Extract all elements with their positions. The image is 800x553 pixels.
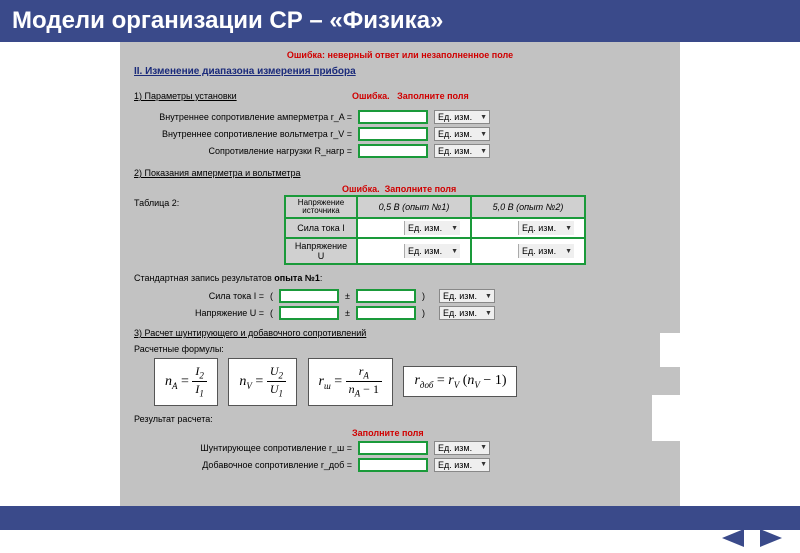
- formula-rsh: rш = rAnA − 1: [308, 358, 393, 406]
- t2-i-1-input[interactable]: [358, 221, 404, 235]
- std-result-label: Стандартная запись результатов опыта №1:: [134, 273, 666, 283]
- subsection-3: 3) Расчет шунтирующего и добавочного соп…: [134, 328, 666, 338]
- paren-open: (: [270, 308, 273, 318]
- t2-u-2-unit[interactable]: Ед. изм. ▼: [518, 244, 574, 258]
- std-u-label: Напряжение U =: [134, 308, 270, 318]
- subsection-2: 2) Показания амперметра и вольтметра: [134, 168, 334, 178]
- unit-text: Ед. изм.: [438, 129, 472, 139]
- chevron-down-icon: ▼: [485, 293, 492, 300]
- t2-h-c2: 5,0 В (опыт №2): [471, 196, 585, 218]
- result-label: Результат расчета:: [134, 414, 666, 424]
- t2-u-2-input[interactable]: [472, 244, 518, 258]
- notch-2: [652, 395, 692, 441]
- unit-text: Ед. изм.: [443, 308, 477, 318]
- chevron-down-icon: ▼: [480, 461, 487, 468]
- formula-rdob: rдоб = rV (nV − 1): [403, 366, 517, 397]
- t2-h-c1: 0,5 В (опыт №1): [357, 196, 471, 218]
- unit-text: Ед. изм.: [408, 223, 442, 233]
- input-rsh[interactable]: [358, 441, 428, 455]
- param-label-rv: Внутреннее сопротивление вольтметра r_V …: [134, 129, 358, 139]
- unit-select-rnagr[interactable]: Ед. изм. ▼: [434, 144, 490, 158]
- form-panel: Ошибка: неверный ответ или незаполненное…: [120, 42, 680, 506]
- error-top: Ошибка: неверный ответ или незаполненное…: [134, 50, 666, 60]
- unit-select-ra[interactable]: Ед. изм. ▼: [434, 110, 490, 124]
- std-i-val[interactable]: [279, 289, 339, 303]
- input-rnagr[interactable]: [358, 144, 428, 158]
- std-i-err[interactable]: [356, 289, 416, 303]
- unit-text: Ед. изм.: [522, 223, 556, 233]
- res-rsh-label: Шунтирующее сопротивление r_ш =: [134, 443, 358, 453]
- chevron-down-icon: ▼: [565, 248, 572, 255]
- unit-select-rdob[interactable]: Ед. изм. ▼: [434, 458, 490, 472]
- input-ra[interactable]: [358, 110, 428, 124]
- paren-open: (: [270, 291, 273, 301]
- pm-sign: ±: [345, 308, 350, 318]
- unit-text: Ед. изм.: [443, 291, 477, 301]
- formula-na: nA = I2I1: [154, 358, 218, 406]
- subsection-1: 1) Параметры установки: [134, 91, 334, 101]
- std-i-label: Сила тока I =: [134, 291, 270, 301]
- table2-caption: Таблица 2:: [134, 184, 284, 208]
- nav-next-icon[interactable]: [760, 529, 782, 547]
- nav-arrows: [722, 529, 782, 547]
- param-label-rnagr: Сопротивление нагрузки R_нагр =: [134, 146, 358, 156]
- t2-row-i-label: Сила тока I: [285, 218, 357, 238]
- chevron-down-icon: ▼: [480, 444, 487, 451]
- fill-label-t2: Заполните поля: [385, 184, 457, 194]
- t2-h-src: Напряжение источника: [285, 196, 357, 218]
- unit-select-rv[interactable]: Ед. изм. ▼: [434, 127, 490, 141]
- fill-label-res: Заполните поля: [352, 428, 424, 438]
- nav-prev-icon[interactable]: [722, 529, 744, 547]
- error-label-t2: Ошибка.: [342, 184, 380, 194]
- chevron-down-icon: ▼: [451, 225, 458, 232]
- t2-i-2-unit[interactable]: Ед. изм. ▼: [518, 221, 574, 235]
- unit-select-rsh[interactable]: Ед. изм. ▼: [434, 441, 490, 455]
- t2-u-1-unit[interactable]: Ед. изм. ▼: [404, 244, 460, 258]
- error-label: Ошибка.: [352, 91, 390, 101]
- unit-text: Ед. изм.: [438, 112, 472, 122]
- unit-text: Ед. изм.: [438, 460, 472, 470]
- chevron-down-icon: ▼: [565, 225, 572, 232]
- t2-i-1-unit[interactable]: Ед. изм. ▼: [404, 221, 460, 235]
- table-2: Напряжение источника 0,5 В (опыт №1) 5,0…: [284, 195, 586, 265]
- paren-close: ): [422, 291, 425, 301]
- notch-1: [660, 333, 692, 367]
- chevron-down-icon: ▼: [480, 148, 487, 155]
- std-u-val[interactable]: [279, 306, 339, 320]
- std-u-err[interactable]: [356, 306, 416, 320]
- formula-nv: nV = U2U1: [228, 358, 297, 406]
- bottom-bar: [0, 506, 800, 530]
- formulas-row: nA = I2I1 nV = U2U1 rш = rAnA − 1 rдоб =…: [154, 358, 666, 406]
- unit-text: Ед. изм.: [408, 246, 442, 256]
- param-label-ra: Внутреннее сопротивление амперметра r_A …: [134, 112, 358, 122]
- chevron-down-icon: ▼: [480, 131, 487, 138]
- chevron-down-icon: ▼: [485, 310, 492, 317]
- t2-i-2-input[interactable]: [472, 221, 518, 235]
- chevron-down-icon: ▼: [480, 114, 487, 121]
- pm-sign: ±: [345, 291, 350, 301]
- fill-label: Заполните поля: [397, 91, 469, 101]
- formulas-label: Расчетные формулы:: [134, 344, 666, 354]
- std-i-unit[interactable]: Ед. изм. ▼: [439, 289, 495, 303]
- unit-text: Ед. изм.: [522, 246, 556, 256]
- paren-close: ): [422, 308, 425, 318]
- t2-u-1-input[interactable]: [358, 244, 404, 258]
- slide-title: Модели организации СР – «Физика»: [0, 0, 800, 42]
- chevron-down-icon: ▼: [451, 248, 458, 255]
- std-u-unit[interactable]: Ед. изм. ▼: [439, 306, 495, 320]
- section-title: II. Изменение диапазона измерения прибор…: [134, 66, 666, 77]
- t2-row-u-label: Напряжение U: [285, 238, 357, 264]
- input-rv[interactable]: [358, 127, 428, 141]
- unit-text: Ед. изм.: [438, 443, 472, 453]
- res-rdob-label: Добавочное сопротивление r_доб =: [134, 460, 358, 470]
- input-rdob[interactable]: [358, 458, 428, 472]
- unit-text: Ед. изм.: [438, 146, 472, 156]
